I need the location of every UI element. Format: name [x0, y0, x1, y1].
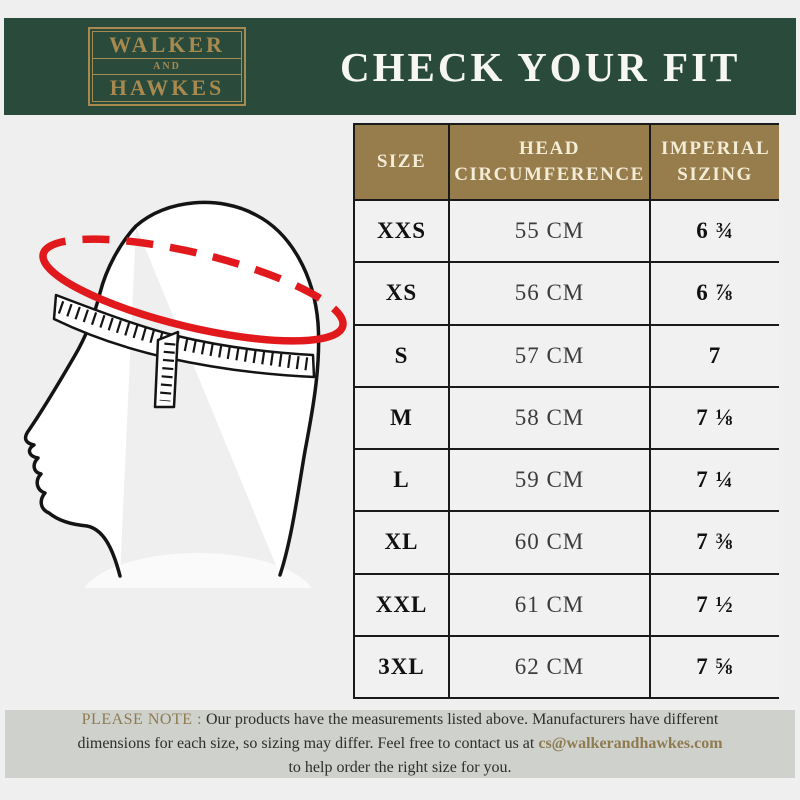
shoulders-shape	[84, 553, 312, 588]
support-email[interactable]: cs@walkerandhawkes.com	[538, 735, 723, 752]
table-cell-head_circumference: 59 CM	[450, 450, 649, 511]
note-body-1: Our products have the measurements liste…	[77, 711, 719, 752]
table-cell-size: XXL	[355, 574, 448, 635]
note-bar: PLEASE NOTE : Our products have the meas…	[5, 710, 795, 778]
tape-measure-band	[52, 293, 316, 379]
table-cell-size: M	[355, 387, 448, 448]
page-title: CHECK YOUR FIT	[340, 43, 741, 90]
table-cell-head_circumference: 60 CM	[450, 512, 649, 573]
table-cell-head_circumference: 57 CM	[450, 325, 649, 386]
table-cell-head_circumference: 56 CM	[450, 263, 649, 324]
table-cell-head_circumference: 58 CM	[450, 387, 649, 448]
brand-logo-frame: WALKER AND HAWKES	[92, 31, 242, 102]
table-cell-imperial: 6 ⅞	[651, 263, 780, 324]
note-label: PLEASE NOTE :	[81, 711, 202, 728]
table-cell-imperial: 7 ⅜	[651, 512, 780, 573]
brand-logo: WALKER AND HAWKES	[88, 27, 246, 106]
table-cell-imperial: 7 ¼	[651, 450, 780, 511]
size-table: SIZE HEAD CIRCUMFERENCE IMPERIAL SIZING …	[353, 123, 780, 699]
tape-end-ticks	[159, 342, 176, 402]
table-cell-head_circumference: 62 CM	[450, 636, 649, 697]
table-cell-imperial: 7 ⅝	[651, 636, 780, 697]
table-cell-size: XXS	[355, 201, 448, 262]
measurement-line-dashed	[39, 235, 347, 327]
table-cell-size: S	[355, 325, 448, 386]
table-cell-imperial: 7 ⅛	[651, 387, 780, 448]
table-cell-size: XL	[355, 512, 448, 573]
head-measurement-diagram	[23, 200, 347, 588]
table-cell-size: L	[355, 450, 448, 511]
note-body-2: to help order the right size for you.	[288, 759, 512, 776]
table-cell-size: 3XL	[355, 636, 448, 697]
table-cell-head_circumference: 55 CM	[450, 201, 649, 262]
note-text: PLEASE NOTE : Our products have the meas…	[70, 708, 730, 780]
table-cell-imperial: 7 ½	[651, 574, 780, 635]
column-header-imperial-sizing: IMPERIAL SIZING	[651, 125, 780, 199]
brand-word-and: AND	[93, 58, 241, 75]
table-cell-head_circumference: 61 CM	[450, 574, 649, 635]
table-cell-size: XS	[355, 263, 448, 324]
brand-word-walker: WALKER	[109, 32, 225, 57]
column-header-head-circumference: HEAD CIRCUMFERENCE	[450, 125, 649, 199]
table-cell-imperial: 7	[651, 325, 780, 386]
table-cell-imperial: 6 ¾	[651, 201, 780, 262]
header-band: WALKER AND HAWKES CHECK YOUR FIT	[4, 18, 796, 115]
brand-word-hawkes: HAWKES	[109, 75, 225, 100]
column-header-size: SIZE	[355, 125, 448, 199]
measurement-line-solid	[39, 250, 347, 345]
